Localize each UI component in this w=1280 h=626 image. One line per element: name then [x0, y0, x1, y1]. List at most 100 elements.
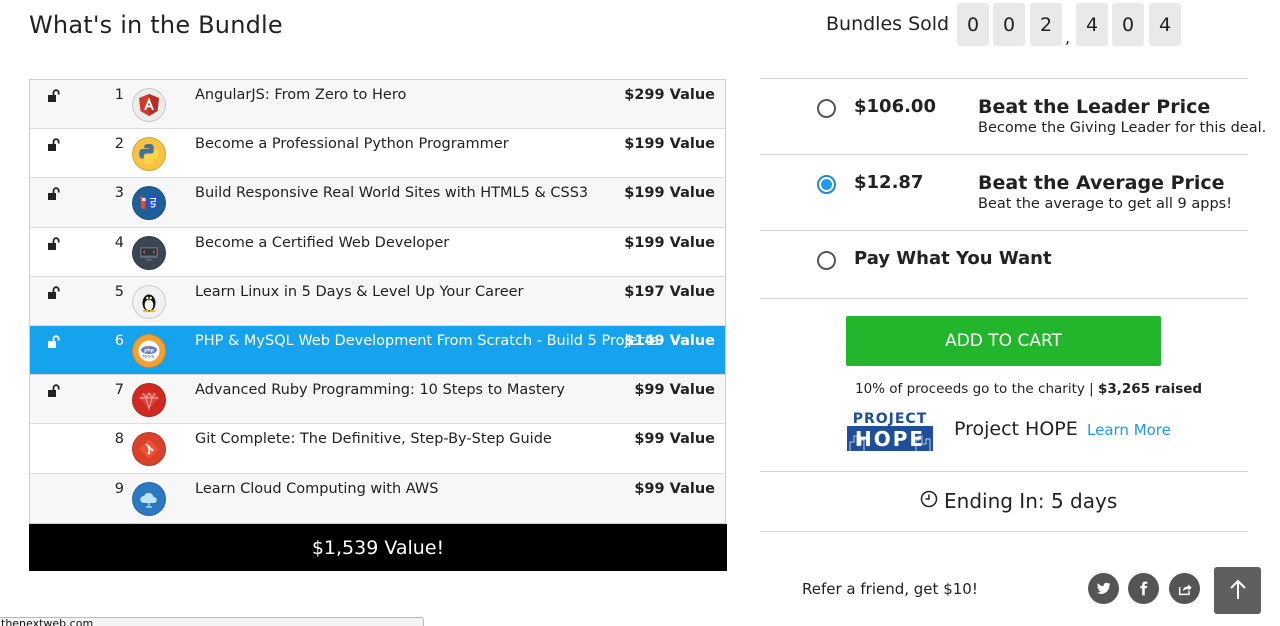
item-name[interactable]: PHP & MySQL Web Development From Scratch… — [195, 332, 659, 349]
svg-text:HOPE: HOPE — [855, 427, 925, 451]
item-name[interactable]: Git Complete: The Definitive, Step-By-St… — [195, 431, 552, 448]
pay-what-you-want-label: Pay What You Want — [854, 248, 1052, 269]
price-option-leader[interactable]: $106.00 Beat the Leader Price Become the… — [760, 79, 1266, 154]
ending-text: Ending In: 5 days — [944, 489, 1118, 513]
item-name[interactable]: Become a Certified Web Developer — [195, 234, 450, 251]
item-value: $197 Value — [624, 283, 715, 300]
unlocked-icon — [47, 187, 61, 201]
clock-icon — [920, 489, 938, 513]
charity-proceeds-text: 10% of proceeds go to the charity — [855, 381, 1085, 397]
unlocked-icon — [47, 89, 61, 103]
unlocked-icon — [47, 335, 61, 349]
item-number: 7 — [114, 382, 124, 399]
bundle-item-row[interactable]: 2 Become a Professional Python Programme… — [30, 129, 725, 179]
charity-info: 10% of proceeds go to the charity | $3,2… — [855, 381, 1203, 397]
sold-counter-digit: 0 — [993, 3, 1025, 46]
leader-price-radio[interactable] — [817, 99, 836, 118]
total-value-bar: $1,539 Value! — [29, 524, 727, 571]
item-number: 8 — [114, 431, 124, 448]
item-value: $99 Value — [634, 480, 715, 497]
item-number: 5 — [114, 283, 124, 300]
bundle-item-row[interactable]: 9 Learn Cloud Computing with AWS $99 Val… — [30, 473, 725, 523]
item-value: $199 Value — [624, 234, 715, 251]
item-name[interactable]: Learn Cloud Computing with AWS — [195, 480, 439, 497]
svg-text:MySQL: MySQL — [143, 354, 155, 358]
share-icon[interactable] — [1169, 573, 1200, 604]
price-option-average[interactable]: $12.87 Beat the Average Price Beat the a… — [760, 155, 1248, 230]
sold-counter-digit: 0 — [1112, 3, 1144, 46]
git-icon — [132, 432, 166, 467]
unlocked-icon — [47, 286, 61, 300]
divider — [760, 531, 1248, 532]
leader-price: $106.00 — [854, 96, 936, 117]
bundle-item-row[interactable]: 8 Git Complete: The Definitive, Step-By-… — [30, 424, 725, 474]
scroll-to-top-button[interactable] — [1214, 567, 1261, 614]
item-name[interactable]: AngularJS: From Zero to Hero — [195, 87, 407, 103]
bundle-item-row[interactable]: 5 Learn Linux in 5 Days & Level Up Your … — [30, 276, 725, 326]
item-number: 9 — [114, 480, 124, 497]
item-number: 4 — [114, 234, 124, 251]
twitter-icon[interactable] — [1088, 573, 1119, 604]
arrow-up-icon — [1228, 578, 1248, 604]
item-value: $99 Value — [634, 382, 715, 399]
web-developer-icon — [132, 235, 166, 270]
item-value: $149 Value — [624, 332, 715, 349]
divider — [760, 471, 1248, 472]
unlocked-icon — [47, 138, 61, 152]
average-price-radio[interactable] — [817, 175, 836, 194]
item-value: $199 Value — [624, 136, 715, 153]
bundle-title: What's in the Bundle — [29, 11, 283, 39]
project-hope-logo: PROJECT HOPE — [846, 408, 934, 452]
leader-price-heading: Beat the Leader Price — [978, 96, 1211, 118]
ruby-icon — [132, 383, 166, 418]
item-value: $299 Value — [624, 87, 715, 103]
add-to-cart-button[interactable]: ADD TO CART — [846, 316, 1161, 366]
svg-text:PROJECT: PROJECT — [853, 411, 928, 427]
bundle-item-row[interactable]: 3 Build Responsive Real World Sites with… — [30, 178, 725, 228]
cloud-icon — [132, 481, 166, 516]
item-number: 1 — [114, 87, 124, 103]
bundles-sold-label: Bundles Sold — [826, 13, 950, 35]
ending-countdown: Ending In: 5 days — [920, 489, 1117, 513]
item-value: $99 Value — [634, 431, 715, 448]
item-value: $199 Value — [624, 185, 715, 202]
bundle-item-row[interactable]: 1 AngularJS: From Zero to Hero $299 Valu… — [30, 80, 725, 130]
sold-counter-separator: , — [1065, 28, 1071, 47]
pay-what-you-want-radio[interactable] — [817, 251, 836, 270]
bundle-item-row[interactable]: 7 Advanced Ruby Programming: 10 Steps to… — [30, 375, 725, 425]
bundle-items-table: 1 AngularJS: From Zero to Hero $299 Valu… — [29, 79, 726, 524]
item-number: 3 — [114, 185, 124, 202]
average-price-subtext: Beat the average to get all 9 apps! — [978, 196, 1233, 212]
item-name[interactable]: Learn Linux in 5 Days & Level Up Your Ca… — [195, 283, 524, 300]
linux-tux-icon — [132, 284, 166, 319]
divider — [760, 230, 1248, 231]
svg-text:php: php — [144, 348, 155, 354]
item-name[interactable]: Advanced Ruby Programming: 10 Steps to M… — [195, 382, 565, 399]
facebook-icon[interactable] — [1128, 573, 1159, 604]
price-option-pay-what-you-want[interactable]: Pay What You Want — [760, 231, 1248, 298]
charity-name: Project HOPE — [954, 418, 1078, 440]
divider — [760, 154, 1248, 155]
item-number: 6 — [114, 332, 124, 349]
unlocked-icon — [47, 384, 61, 398]
status-bar-url: thenextweb.com — [0, 617, 424, 626]
sold-counter-digit: 0 — [957, 3, 989, 46]
charity-learn-more-link[interactable]: Learn More — [1087, 421, 1171, 439]
html5-css3-icon — [132, 186, 166, 221]
angular-icon — [132, 88, 166, 122]
php-mysql-icon: php MySQL — [132, 333, 166, 368]
bundle-item-row-highlighted[interactable]: 6 php MySQL PHP & MySQL Web Development F… — [30, 325, 725, 376]
refer-friend-text[interactable]: Refer a friend, get $10! — [802, 580, 978, 598]
sold-counter-digit: 4 — [1149, 3, 1181, 46]
unlocked-icon — [47, 236, 61, 251]
average-price: $12.87 — [854, 172, 924, 193]
item-name[interactable]: Become a Professional Python Programmer — [195, 136, 509, 153]
sold-counter-digit: 4 — [1076, 3, 1108, 46]
average-price-heading: Beat the Average Price — [978, 172, 1225, 194]
leader-price-subtext: Become the Giving Leader for this deal. — [978, 120, 1267, 136]
item-name[interactable]: Build Responsive Real World Sites with H… — [195, 185, 589, 202]
sold-counter-digit: 2 — [1030, 3, 1062, 46]
item-number: 2 — [114, 136, 124, 153]
total-value-text: $1,539 Value! — [311, 536, 445, 559]
bundle-item-row[interactable]: 4 Become a Certified Web Developer $199 … — [30, 227, 725, 277]
